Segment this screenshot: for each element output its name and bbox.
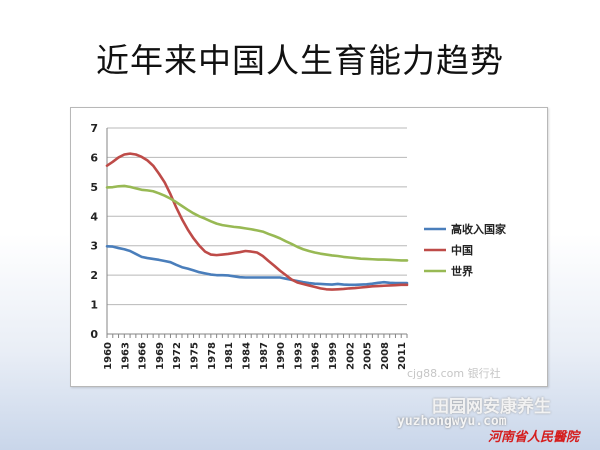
x-tick-label: 1981 [224,342,235,370]
series-line-0 [105,245,409,287]
x-tick-label: 1999 [328,342,339,370]
hospital-watermark: 河南省人民醫院 [488,430,580,445]
x-tick-label: 1996 [311,342,322,370]
y-tick-label: 4 [90,210,98,223]
legend-label: 中国 [451,243,473,257]
site-watermark-url: yuzhongwyu.com [397,414,507,429]
y-tick-label: 0 [90,328,98,341]
series-line-2 [105,184,409,262]
x-tick-label: 2002 [345,342,356,370]
x-tick-label: 1960 [103,342,114,370]
x-tick-label: 1966 [138,342,149,370]
y-tick-label: 3 [90,240,98,253]
x-tick-label: 1984 [241,342,252,370]
y-tick-label: 1 [90,299,98,312]
chart-axes [106,128,408,338]
chart-svg: 0 1 2 3 4 5 6 7 1960 1963 1966 1969 1972 1975 1978 198… [90,122,507,370]
legend-label: 世界 [451,264,473,278]
x-tick-label: 1969 [155,342,166,370]
x-tick-label: 1963 [120,342,131,370]
x-tick-label: 1978 [207,342,218,370]
x-tick-label: 1990 [276,342,287,370]
y-tick-label: 7 [90,122,98,135]
chart-grid [107,127,407,306]
y-tick-label: 5 [90,181,98,194]
page-title: 近年来中国人生育能力趋势 [96,41,504,80]
y-tick-labels: 0 1 2 3 4 5 6 7 [90,122,98,341]
chart-frame: 0 1 2 3 4 5 6 7 1960 1963 1966 1969 1972 1975 1978 198… [70,107,548,387]
series-line-1 [105,152,409,291]
x-tick-label: 2011 [397,342,408,370]
x-tick-labels: 1960 1963 1966 1969 1972 1975 1978 1981 1984 1987… [103,342,408,370]
legend-label: 高收入国家 [451,222,507,236]
chart-series [105,152,409,291]
x-tick-label: 1993 [293,342,304,370]
x-tick-label: 1975 [190,342,201,370]
y-tick-label: 2 [90,269,98,282]
x-tick-label: 1972 [172,342,183,370]
site-watermark-cn: 田园网安康养生 [432,397,551,417]
x-tick-label: 2008 [380,342,391,370]
chart-watermark: cjg88.com 银行社 [407,367,501,380]
x-tick-label: 2005 [363,342,374,370]
y-tick-label: 6 [90,151,98,164]
x-tick-label: 1987 [259,342,270,370]
